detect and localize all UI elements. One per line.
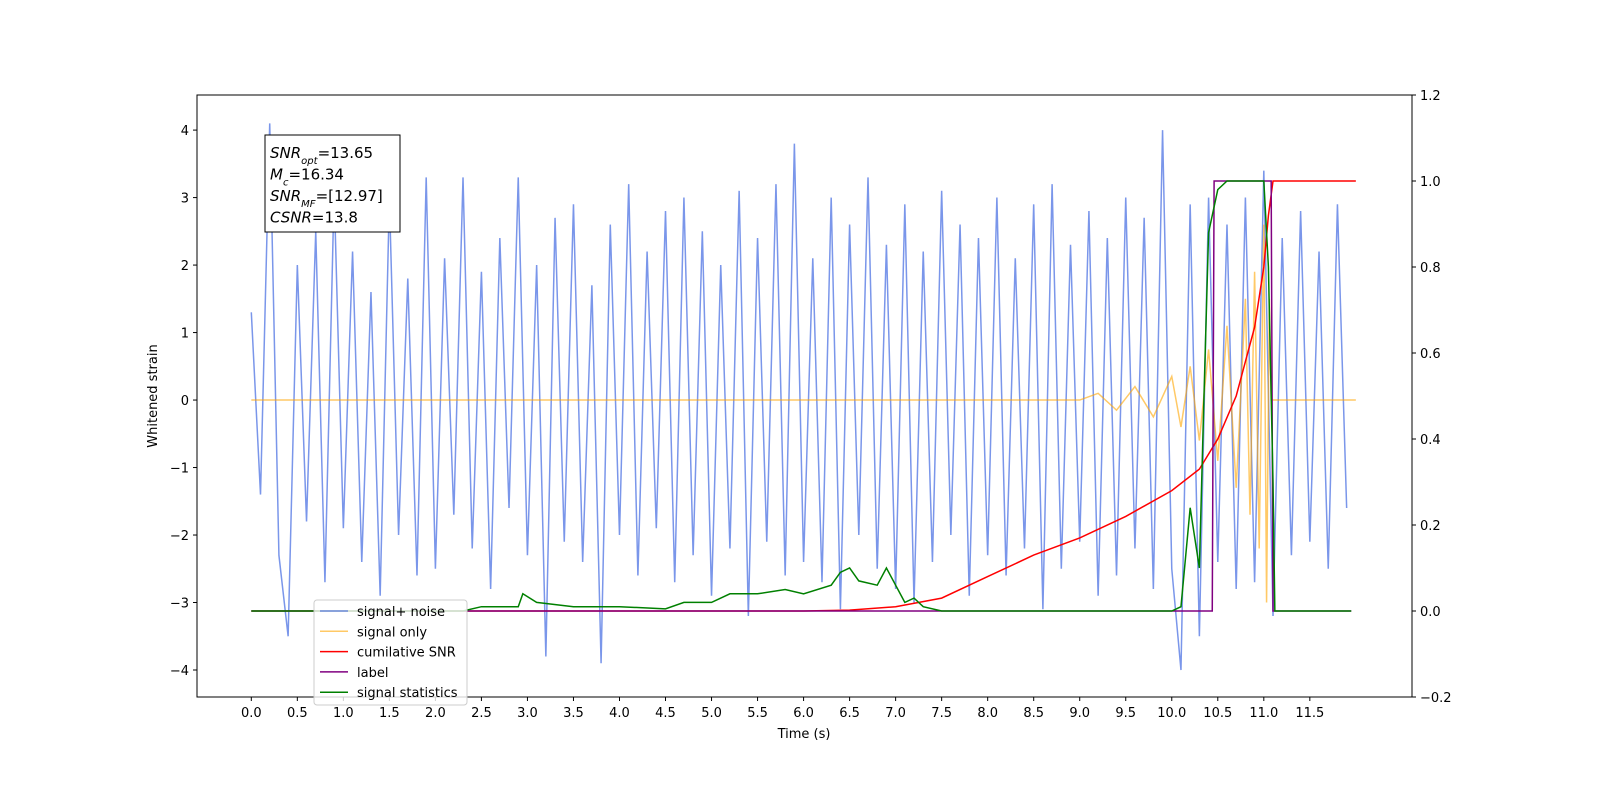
- y-tick-label: −3: [170, 597, 189, 612]
- x-tick-label: 2.5: [471, 706, 492, 721]
- annotation-subscript: c: [283, 177, 289, 188]
- annotation-subscript: opt: [301, 156, 318, 167]
- series-line: [251, 224, 1356, 603]
- legend-label: signal only: [357, 625, 427, 640]
- y2-tick-label: 1.0: [1420, 175, 1441, 190]
- y-tick-label: −2: [170, 529, 189, 544]
- x-tick-label: 6.0: [793, 706, 814, 721]
- annotation-subscript: MF: [301, 199, 316, 210]
- y-tick-label: 0: [181, 394, 189, 409]
- annotation-line: CSNR=13.8: [270, 209, 358, 227]
- plot-frame: [196, 94, 1413, 698]
- y2-tick-label: −0.2: [1420, 691, 1452, 706]
- annotation-symbol: SNR: [270, 144, 301, 162]
- annotation-symbol: M: [270, 166, 283, 184]
- x-tick-label: 9.5: [1115, 706, 1136, 721]
- y2-tick-label: 0.6: [1420, 347, 1441, 362]
- x-tick-label: 10.5: [1203, 706, 1232, 721]
- x-tick-label: 8.0: [977, 706, 998, 721]
- legend-label: signal statistics: [357, 686, 458, 701]
- x-tick-label: 2.0: [425, 706, 446, 721]
- x-tick-label: 8.5: [1023, 706, 1044, 721]
- y-tick-label: 4: [181, 124, 189, 139]
- y2-tick-label: 0.4: [1420, 433, 1441, 448]
- series-line: [251, 180, 1356, 612]
- x-tick-label: 3.5: [563, 706, 584, 721]
- annotation-symbol: CSNR: [270, 209, 312, 227]
- y-axis-label: Whitened strain: [146, 344, 161, 447]
- x-tick-label: 0.5: [287, 706, 308, 721]
- annotation-value: =13.8: [312, 209, 358, 227]
- series-line: [251, 180, 1352, 612]
- x-tick-label: 7.0: [885, 706, 906, 721]
- annotation-line: Mc=16.34: [270, 166, 344, 189]
- x-tick-label: 4.0: [609, 706, 630, 721]
- legend-label: cumilative SNR: [357, 646, 456, 661]
- y-tick-label: 1: [181, 327, 189, 342]
- annotation-symbol: SNR: [270, 187, 301, 205]
- x-tick-label: 7.5: [931, 706, 952, 721]
- annotation-value: =13.65: [318, 144, 374, 162]
- annotation-value: =[12.97]: [316, 187, 383, 205]
- y2-tick-label: 1.2: [1420, 89, 1441, 104]
- x-axis-label: Time (s): [777, 727, 831, 742]
- annotation-line: SNRopt=13.65: [270, 144, 373, 167]
- x-tick-label: 4.5: [655, 706, 676, 721]
- x-tick-label: 3.0: [517, 706, 538, 721]
- x-tick-label: 11.0: [1249, 706, 1278, 721]
- y-tick-label: −4: [170, 664, 189, 679]
- legend-box: [313, 599, 468, 706]
- y-tick-label: 3: [181, 192, 189, 207]
- x-tick-label: 0.0: [241, 706, 262, 721]
- x-tick-label: 5.5: [747, 706, 768, 721]
- series-line: [250, 123, 1348, 671]
- legend-label: label: [357, 666, 388, 681]
- y-tick-label: −1: [170, 462, 189, 477]
- y2-tick-label: 0.2: [1420, 519, 1441, 534]
- annotation-line: SNRMF=[12.97]: [270, 187, 383, 210]
- annotation-value: =16.34: [288, 166, 344, 184]
- x-tick-label: 9.0: [1069, 706, 1090, 721]
- x-tick-label: 1.5: [379, 706, 400, 721]
- x-tick-label: 11.5: [1295, 706, 1324, 721]
- x-tick-label: 1.0: [333, 706, 354, 721]
- x-tick-label: 5.0: [701, 706, 722, 721]
- x-tick-label: 6.5: [839, 706, 860, 721]
- annotation-box: [264, 134, 401, 233]
- legend-label: signal+ noise: [357, 605, 445, 620]
- y2-tick-label: 0.8: [1420, 261, 1441, 276]
- y2-tick-label: 0.0: [1420, 605, 1441, 620]
- x-tick-label: 10.0: [1157, 706, 1186, 721]
- y-tick-label: 2: [181, 259, 189, 274]
